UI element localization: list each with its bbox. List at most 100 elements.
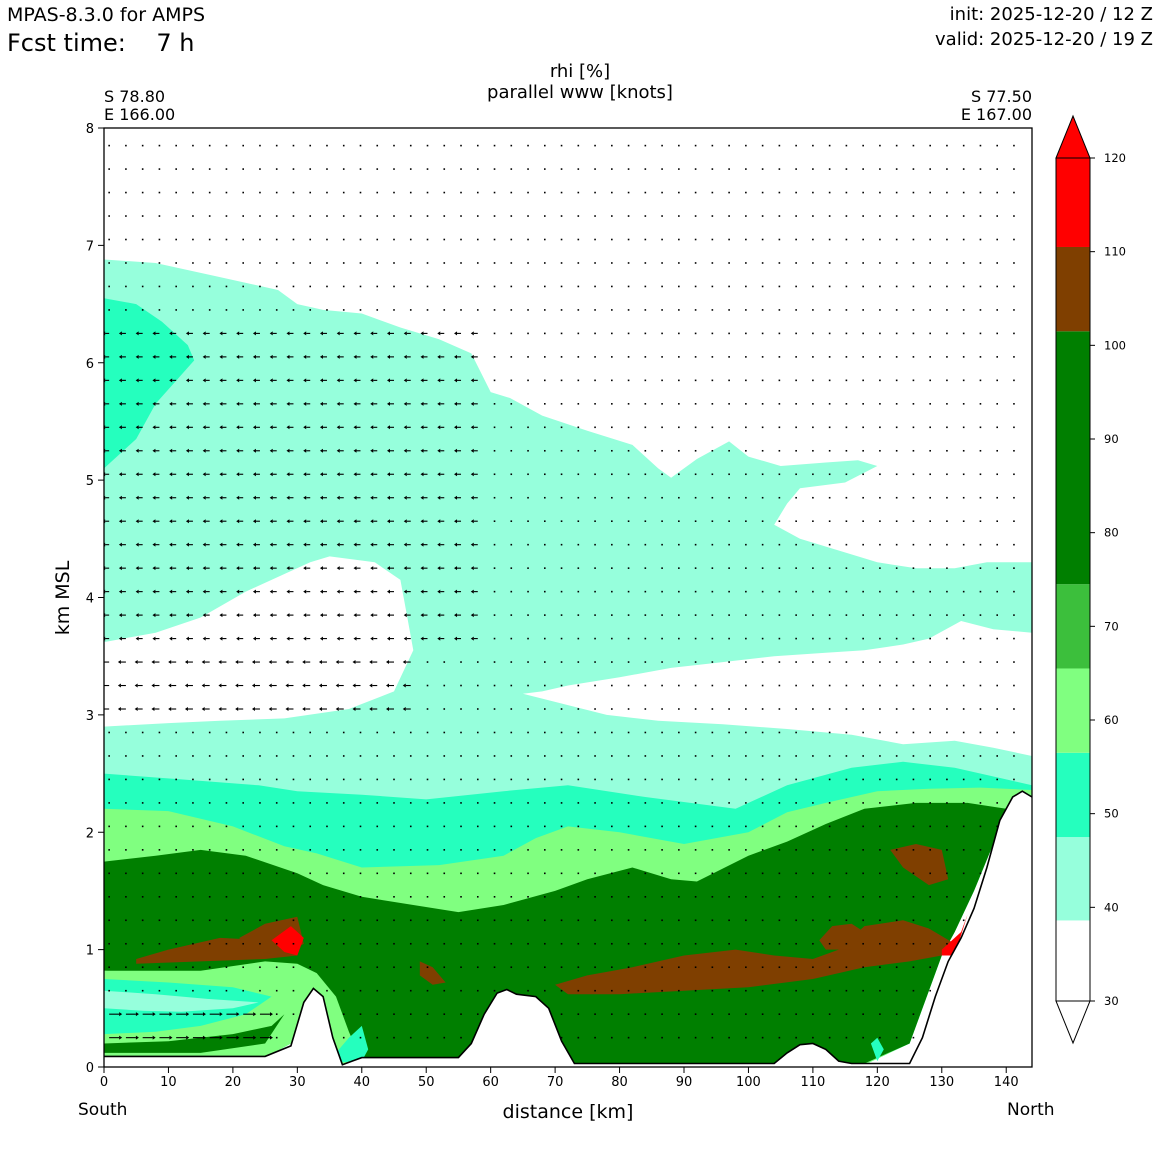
wind-vector-head	[353, 401, 357, 406]
wind-vector	[962, 520, 965, 523]
wind-vector	[577, 473, 580, 476]
wind-vector	[175, 731, 177, 734]
wind-vector	[141, 872, 144, 875]
wind-vector	[476, 661, 479, 663]
wind-vector	[979, 238, 982, 241]
wind-vector	[527, 755, 529, 757]
wind-vector	[409, 919, 412, 922]
wind-vector	[694, 661, 697, 663]
wind-vector-head	[437, 448, 441, 453]
wind-vector	[125, 309, 127, 311]
wind-vector	[1013, 238, 1015, 241]
wind-vector	[577, 379, 580, 382]
wind-vector	[979, 403, 982, 405]
wind-vector	[728, 989, 730, 992]
wind-vector	[544, 567, 546, 569]
wind-vector	[342, 849, 345, 851]
wind-vector	[611, 966, 613, 969]
wind-vector	[912, 1013, 915, 1015]
wind-vector	[594, 262, 596, 264]
wind-vector	[845, 403, 848, 405]
wind-vector	[661, 449, 663, 452]
wind-vector	[644, 942, 647, 945]
wind-vector	[594, 144, 596, 147]
wind-vector	[460, 684, 462, 687]
wind-vector-head	[319, 519, 323, 524]
wind-vector	[627, 496, 630, 499]
wind-vector	[862, 896, 864, 898]
wind-vector	[694, 238, 697, 241]
wind-vector	[711, 262, 714, 264]
wind-vector	[728, 942, 730, 945]
wind-vector	[627, 238, 630, 241]
wind-vector	[292, 238, 295, 241]
wind-vector	[225, 825, 228, 828]
wind-vector	[711, 849, 714, 851]
wind-vector	[611, 1036, 613, 1039]
wind-vector	[745, 755, 747, 757]
wind-vector	[326, 942, 328, 945]
wind-vector	[812, 731, 814, 734]
wind-vector	[342, 285, 345, 288]
wind-vector	[745, 191, 747, 194]
wind-vector	[795, 403, 797, 405]
wind-vector-head	[437, 613, 441, 618]
wind-vector	[795, 684, 797, 687]
wind-vector	[828, 778, 831, 781]
wind-vector	[845, 778, 848, 781]
wind-vector	[845, 1013, 848, 1015]
wind-vector	[979, 825, 982, 828]
wind-vector-head	[152, 519, 156, 524]
wind-vector-head	[303, 331, 307, 336]
wind-vector	[678, 1036, 680, 1039]
wind-vector	[661, 755, 663, 757]
wind-vector	[661, 731, 663, 734]
rhi-region-8	[104, 990, 259, 1012]
wind-vector	[845, 989, 848, 992]
wind-vector	[493, 379, 496, 382]
wind-vector	[242, 755, 244, 757]
wind-vector-head	[236, 589, 240, 594]
wind-vector	[644, 543, 647, 546]
wind-vector	[359, 755, 362, 757]
wind-vector-head	[470, 613, 474, 618]
wind-vector	[694, 989, 697, 992]
wind-vector	[560, 755, 563, 757]
wind-vector	[611, 332, 613, 335]
wind-vector	[510, 802, 513, 804]
wind-vector-head	[152, 589, 156, 594]
wind-vector	[342, 168, 345, 170]
wind-vector	[912, 379, 915, 382]
wind-vector	[376, 1036, 379, 1039]
wind-vector-head	[135, 401, 139, 406]
wind-vector	[594, 778, 596, 781]
wind-vector	[577, 403, 580, 405]
wind-vector	[845, 825, 848, 828]
wind-vector	[443, 238, 446, 241]
wind-vector	[510, 731, 513, 734]
wind-vector	[711, 449, 714, 452]
wind-vector	[879, 614, 881, 616]
wind-vector	[493, 849, 496, 851]
wind-vector	[476, 191, 479, 194]
wind-vector	[594, 520, 596, 523]
wind-vector	[828, 285, 831, 288]
wind-vector	[426, 1036, 429, 1039]
wind-vector	[912, 238, 915, 241]
wind-vector	[426, 661, 429, 663]
wind-vector	[510, 496, 513, 499]
wind-vector-head	[303, 542, 307, 547]
wind-vector	[661, 426, 663, 429]
wind-vector-head	[252, 425, 256, 430]
wind-vector	[141, 849, 144, 851]
wind-vector	[979, 755, 982, 757]
wind-vector	[778, 379, 781, 382]
wind-vector-head	[235, 660, 239, 665]
wind-vector	[795, 168, 797, 170]
wind-vector	[175, 778, 177, 781]
wind-vector-head	[219, 331, 223, 336]
wind-vector	[560, 356, 563, 358]
wind-vector	[527, 590, 529, 593]
left-endpoint: S 78.80 E 166.00	[104, 88, 175, 124]
wind-vector	[476, 989, 479, 992]
